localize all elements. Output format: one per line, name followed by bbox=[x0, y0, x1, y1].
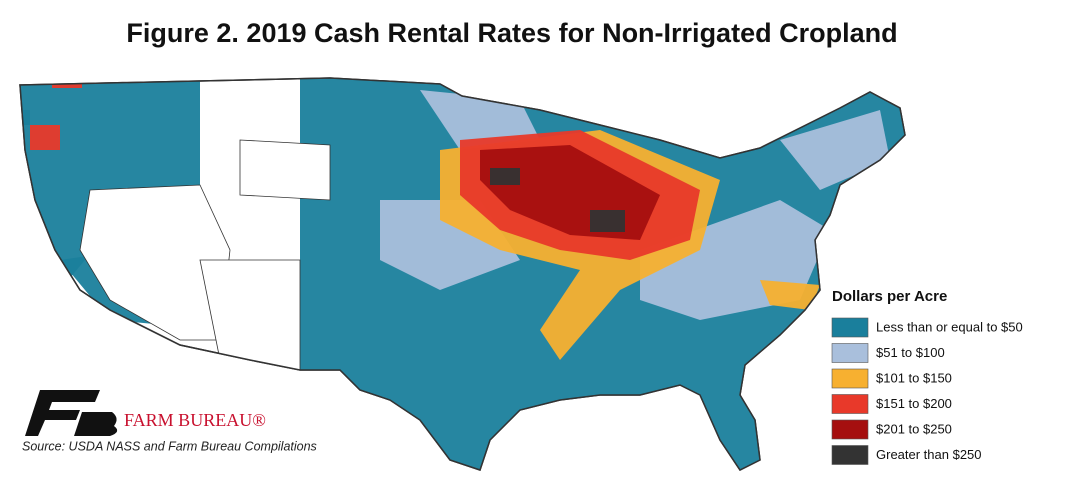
legend-label: $51 to $100 bbox=[876, 345, 945, 360]
county-region bbox=[590, 210, 625, 232]
logo-text: FARM BUREAU® bbox=[124, 410, 266, 430]
county-region bbox=[490, 168, 520, 185]
county-region bbox=[760, 280, 820, 310]
source-note: Source: USDA NASS and Farm Bureau Compil… bbox=[22, 439, 317, 453]
legend-swatch bbox=[831, 368, 869, 389]
legend-label: Less than or equal to $50 bbox=[876, 319, 1023, 334]
county-region bbox=[30, 125, 60, 150]
legend-label: $151 to $200 bbox=[876, 396, 952, 411]
legend: Less than or equal to $50 $51 to $100 $101… bbox=[831, 317, 1023, 465]
county-region bbox=[20, 80, 200, 290]
unrated-region bbox=[199, 259, 301, 371]
us-map bbox=[19, 77, 906, 471]
county-region bbox=[780, 110, 890, 190]
county-regions bbox=[20, 78, 905, 470]
legend-swatch bbox=[831, 445, 869, 465]
legend-label: Greater than $250 bbox=[876, 447, 982, 462]
legend-title: Dollars per Acre bbox=[832, 288, 947, 305]
map-title: Figure 2. 2019 Cash Rental Rates for Non… bbox=[126, 18, 897, 48]
logo-mark-f bbox=[25, 390, 100, 436]
logo-mark-b bbox=[74, 412, 118, 436]
legend-label: $101 to $150 bbox=[876, 370, 952, 385]
legend-swatch bbox=[831, 419, 869, 440]
logo: FARM BUREAU® bbox=[25, 390, 266, 436]
unrated-region bbox=[239, 139, 331, 201]
legend-swatch bbox=[831, 317, 869, 338]
legend-swatch bbox=[831, 343, 869, 363]
unrated-region bbox=[79, 184, 231, 341]
legend-swatch bbox=[831, 394, 869, 414]
county-region bbox=[52, 78, 82, 88]
legend-label: $201 to $250 bbox=[876, 421, 952, 436]
